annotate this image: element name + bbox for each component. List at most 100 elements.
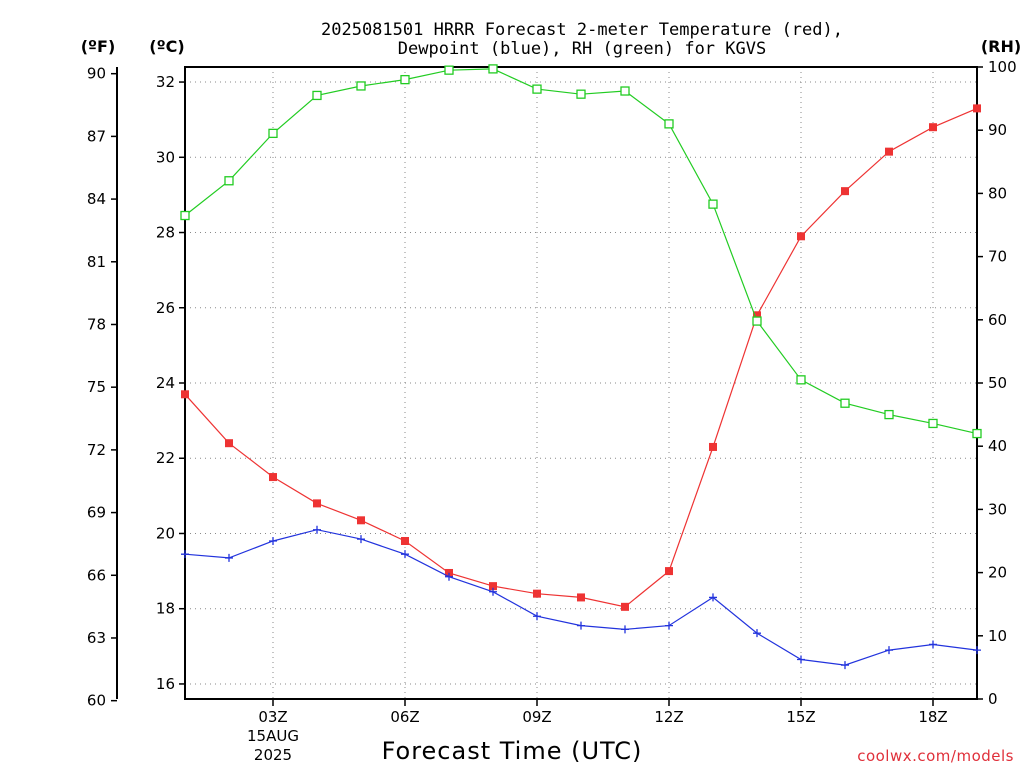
fahrenheit-tick-label: 78 [87,315,106,333]
dewpoint-point [841,661,849,670]
rh-tick-label: 30 [988,500,1007,518]
rh-tick-label: 50 [988,374,1007,392]
rh-tick-label: 90 [988,121,1007,139]
fahrenheit-tick-label: 66 [87,566,106,584]
dewpoint-point [577,621,585,630]
dewpoint-point [797,655,805,664]
dewpoint-point [269,537,277,545]
fahrenheit-tick-label: 63 [87,629,106,647]
dewpoint-point [357,535,365,544]
temperature-point [753,311,761,320]
celsius-tick-label: 28 [156,224,175,242]
rh-point [532,84,542,94]
rh-tick-label: 100 [988,58,1017,76]
temperature-point [665,567,673,576]
celsius-tick-label: 30 [156,148,175,166]
rh-tick-label: 10 [988,627,1007,645]
x-tick-label: 06Z [390,708,419,726]
rh-point [400,74,410,85]
x-tick-label: 12Z [654,708,683,726]
x-tick-year-label: 2025 [254,746,292,764]
temperature-point [181,390,189,399]
rh-point [752,316,762,326]
temperature-point [973,104,981,113]
dewpoint-point [665,621,673,630]
temperature-point [841,187,849,196]
fahrenheit-tick-label: 81 [87,253,106,271]
celsius-tick-label: 18 [156,600,175,618]
rh-point [708,199,718,209]
rh-tick-label: 70 [988,248,1007,266]
dewpoint-point [929,640,937,649]
temperature-point [797,232,805,241]
fahrenheit-tick-label: 72 [87,441,106,459]
axes: 60 63 66 69 72 75 78 81 84 87 90 16 18 20 22 24 26 28 30 32… [87,58,1017,764]
fahrenheit-tick-label: 87 [87,127,106,145]
celsius-tick-label: 16 [156,675,175,693]
fahrenheit-tick-label: 75 [87,378,106,396]
dewpoint-point [313,525,321,534]
fahrenheit-unit-label: (ºF) [81,37,116,56]
chart-title-line1: 2025081501 HRRR Forecast 2-meter Tempera… [321,20,843,40]
series [180,64,982,670]
rh-point [356,81,366,91]
temperature-point [577,593,585,602]
x-tick-label: 18Z [918,708,947,726]
rh-line [184,68,978,435]
celsius-tick-label: 24 [156,374,175,392]
rh-point [444,65,454,75]
dewpoint-point [489,587,497,596]
rh-unit-label: (RH) [981,37,1021,56]
temperature-point [885,147,893,156]
fahrenheit-tick-label: 90 [87,65,106,83]
rh-point [268,128,278,139]
dewpoint-point [401,550,409,559]
dewpoint-point [445,572,453,581]
x-tick-date-label: 15AUG [247,727,299,745]
credit-link[interactable]: coolwx.com/models [857,747,1014,765]
rh-tick-label: 60 [988,311,1007,329]
rh-point [972,428,982,439]
temperature-point [929,123,937,132]
dewpoint-point [885,646,893,655]
temperature-point [269,473,277,482]
fahrenheit-tick-label: 84 [87,190,106,208]
rh-tick-label: 20 [988,564,1007,582]
dewpoint-point [973,646,981,655]
rh-point [312,90,322,101]
temperature-point [621,602,629,611]
grid-lines [185,67,977,699]
temperature-point [533,589,541,598]
rh-point [664,119,674,129]
temperature-point [225,439,233,448]
chart-title-line2: Dewpoint (blue), RH (green) for KGVS [398,39,766,59]
x-axis-label: Forecast Time (UTC) [382,737,643,765]
rh-point [884,409,894,420]
dewpoint-point [709,593,717,602]
x-tick-label: 03Z [258,708,287,726]
rh-tick-label: 0 [988,690,998,708]
rh-point [840,398,850,408]
celsius-tick-label: 26 [156,299,175,317]
celsius-tick-label: 32 [156,73,175,91]
temperature-point [401,537,409,545]
fahrenheit-tick-label: 60 [87,692,106,710]
temperature-point [709,442,717,451]
rh-tick-label: 80 [988,184,1007,202]
rh-point [928,418,938,429]
rh-point [224,176,234,186]
x-tick-label: 15Z [786,708,815,726]
rh-point [180,210,190,221]
dewpoint-point [621,625,629,634]
temperature-point [489,582,497,591]
temperature-point [313,499,321,508]
dewpoint-point [181,550,189,559]
rh-point [576,89,586,99]
rh-point [488,64,498,74]
rh-point [796,375,806,385]
rh-tick-label: 40 [988,437,1007,455]
dewpoint-point [533,612,541,621]
celsius-tick-label: 22 [156,449,175,467]
temperature-line [184,107,978,608]
